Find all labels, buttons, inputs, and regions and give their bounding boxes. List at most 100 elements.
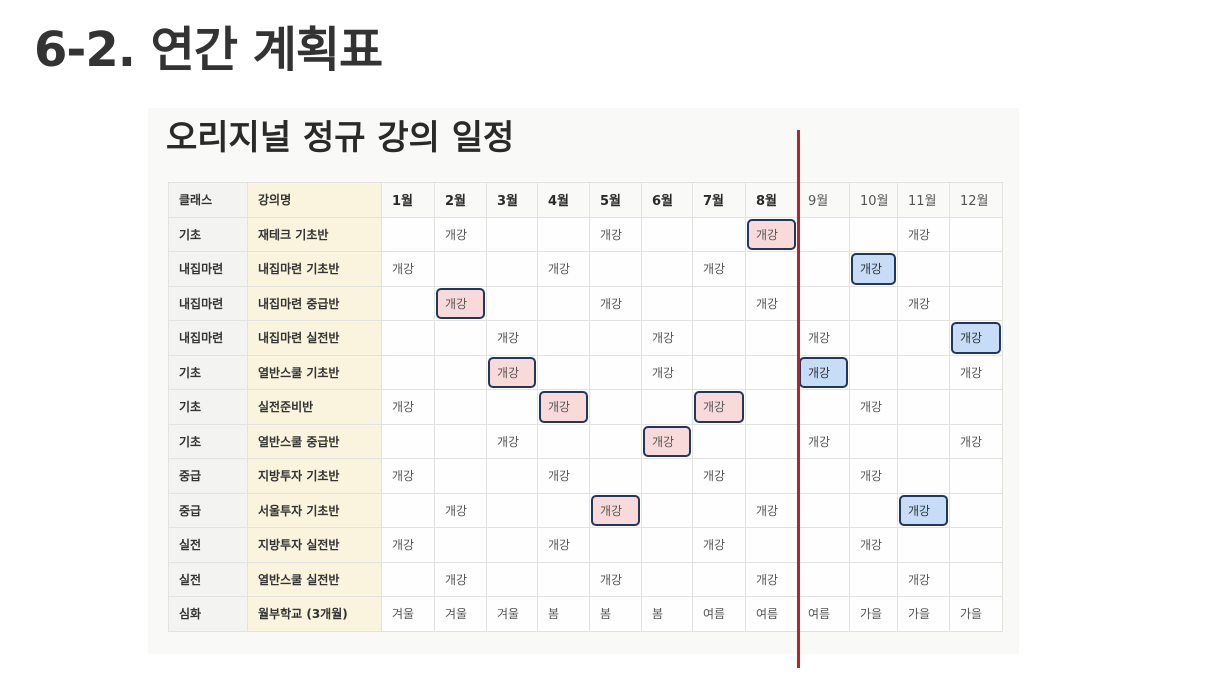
schedule-cell	[641, 458, 693, 494]
schedule-cell	[641, 216, 693, 252]
schedule-cell	[641, 561, 693, 597]
schedule-cell	[641, 251, 693, 287]
schedule-cell	[949, 458, 1003, 494]
schedule-cell	[537, 423, 590, 459]
highlighted-start-badge: 개강	[851, 253, 896, 285]
table-row: 기초 열반스쿨 중급반 개강 개강 개강 개강	[168, 423, 1003, 459]
schedule-cell	[537, 216, 590, 252]
schedule-cell	[589, 320, 642, 356]
schedule-cell: 개강	[745, 492, 798, 528]
schedule-cell: 개강	[745, 561, 798, 597]
row-course-name: 열반스쿨 기초반	[247, 354, 382, 390]
schedule-cell: 개강	[897, 216, 950, 252]
schedule-cell: 개강	[692, 389, 746, 425]
schedule-cell	[797, 216, 850, 252]
row-class: 중급	[168, 492, 248, 528]
row-class: 기초	[168, 423, 248, 459]
schedule-cell	[797, 527, 850, 563]
schedule-cell: 개강	[434, 285, 487, 321]
schedule-cell: 개강	[849, 458, 898, 494]
schedule-cell: 개강	[849, 251, 898, 287]
schedule-cell	[949, 492, 1003, 528]
table-row: 내집마련 내집마련 실전반 개강 개강 개강 개강	[168, 320, 1003, 356]
highlighted-start-badge: 개강	[951, 322, 1001, 354]
schedule-cell	[486, 251, 538, 287]
month-header: 9월	[797, 182, 850, 218]
schedule-cell: 봄	[537, 596, 590, 632]
schedule-cell	[745, 527, 798, 563]
row-course-name: 지방투자 기초반	[247, 458, 382, 494]
schedule-cell: 개강	[797, 320, 850, 356]
schedule-cell: 개강	[486, 354, 538, 390]
schedule-cell	[692, 216, 746, 252]
schedule-cell: 개강	[589, 561, 642, 597]
schedule-cell	[486, 561, 538, 597]
month-header: 1월	[381, 182, 435, 218]
schedule-cell	[745, 423, 798, 459]
row-course-name: 실전준비반	[247, 389, 382, 425]
schedule-cell: 개강	[897, 285, 950, 321]
schedule-cell: 개강	[897, 492, 950, 528]
schedule-cell	[849, 320, 898, 356]
schedule-cell	[641, 527, 693, 563]
month-header: 6월	[641, 182, 693, 218]
schedule-cell	[434, 389, 487, 425]
schedule-cell	[434, 423, 487, 459]
schedule-cell	[797, 492, 850, 528]
table-row: 실전 지방투자 실전반 개강 개강 개강 개강	[168, 527, 1003, 563]
schedule-cell: 개강	[849, 527, 898, 563]
table-row: 중급 지방투자 기초반 개강 개강 개강 개강	[168, 458, 1003, 494]
header-class: 클래스	[168, 182, 248, 218]
schedule-cell	[434, 251, 487, 287]
schedule-cell: 개강	[641, 423, 693, 459]
schedule-cell: 개강	[897, 561, 950, 597]
schedule-cell	[797, 458, 850, 494]
schedule-cell	[589, 458, 642, 494]
schedule-cell: 개강	[692, 458, 746, 494]
schedule-cell: 개강	[641, 320, 693, 356]
schedule-cell	[949, 389, 1003, 425]
schedule-cell	[797, 251, 850, 287]
month-header: 4월	[537, 182, 590, 218]
highlighted-start-badge: 개강	[747, 218, 796, 250]
schedule-cell: 개강	[381, 389, 435, 425]
table-row: 내집마련 내집마련 기초반 개강 개강 개강 개강	[168, 251, 1003, 287]
schedule-cell: 개강	[949, 423, 1003, 459]
schedule-cell	[797, 561, 850, 597]
schedule-cell: 겨울	[486, 596, 538, 632]
highlighted-start-badge: 개강	[643, 425, 691, 457]
table-row: 중급 서울투자 기초반 개강 개강 개강 개강	[168, 492, 1003, 528]
schedule-cell	[486, 527, 538, 563]
schedule-cell	[849, 216, 898, 252]
schedule-cell: 개강	[381, 251, 435, 287]
schedule-cell	[849, 285, 898, 321]
row-class: 내집마련	[168, 285, 248, 321]
row-course-name: 열반스쿨 실전반	[247, 561, 382, 597]
schedule-cell	[589, 251, 642, 287]
row-class: 실전	[168, 561, 248, 597]
highlighted-start-badge: 개강	[591, 494, 640, 526]
schedule-panel: 오리지널 정규 강의 일정 클래스 강의명 1월 2월 3월 4월 5월 6월 7월 8월 9월…	[148, 108, 1019, 654]
month-header: 8월	[745, 182, 798, 218]
schedule-cell	[692, 561, 746, 597]
row-course-name: 지방투자 실전반	[247, 527, 382, 563]
schedule-cell	[897, 354, 950, 390]
schedule-cell	[589, 423, 642, 459]
schedule-cell	[897, 458, 950, 494]
row-class: 실전	[168, 527, 248, 563]
schedule-cell	[589, 527, 642, 563]
table-row: 실전 열반스쿨 실전반 개강 개강 개강 개강	[168, 561, 1003, 597]
schedule-cell: 개강	[434, 492, 487, 528]
schedule-cell	[486, 389, 538, 425]
schedule-cell: 개강	[537, 389, 590, 425]
schedule-cell	[692, 423, 746, 459]
schedule-cell: 개강	[797, 423, 850, 459]
highlighted-start-badge: 개강	[799, 356, 848, 388]
schedule-cell: 봄	[589, 596, 642, 632]
schedule-cell	[381, 354, 435, 390]
schedule-cell: 개강	[486, 423, 538, 459]
schedule-cell: 개강	[486, 320, 538, 356]
table-row: 기초 재테크 기초반 개강 개강 개강 개강	[168, 216, 1003, 252]
schedule-cell	[589, 354, 642, 390]
schedule-cell: 개강	[589, 492, 642, 528]
